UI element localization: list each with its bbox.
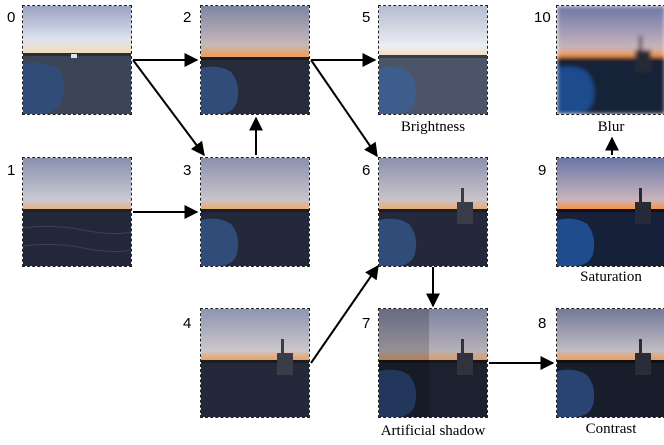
node-label-2: 2: [183, 9, 192, 26]
image-tile-9: [556, 157, 664, 267]
image-tile-0: [22, 5, 132, 115]
node-label-7: 7: [362, 315, 371, 332]
photo-5: [379, 6, 487, 114]
caption-contrast: Contrast: [585, 421, 637, 437]
node-label-3: 3: [183, 162, 192, 179]
caption-saturation: Saturation: [580, 269, 642, 285]
node-label-10: 10: [534, 9, 551, 26]
image-tile-6: [378, 157, 488, 267]
node-label-5: 5: [362, 9, 371, 26]
caption-artificial-shadow: Artificial shadow: [380, 423, 486, 439]
photo-9: [557, 158, 664, 266]
photo-1: [23, 158, 131, 266]
node-label-0: 0: [7, 9, 16, 26]
node-label-1: 1: [7, 162, 16, 179]
edge-0-3: [132, 59, 205, 157]
edge-layer: [132, 53, 619, 370]
image-tile-5: [378, 5, 488, 115]
caption-blur: Blur: [597, 119, 625, 135]
photo-0: [23, 6, 131, 114]
photo-7: [379, 309, 487, 417]
photo-8: [557, 309, 664, 417]
image-tile-4: [200, 308, 310, 418]
image-tile-1: [22, 157, 132, 267]
photo-4: [201, 309, 309, 417]
caption-brightness: Brightness: [400, 119, 466, 135]
edge-4-6: [310, 264, 379, 364]
edge-2-6: [310, 59, 378, 158]
image-tile-10: [556, 5, 664, 115]
photo-10: [557, 6, 664, 114]
node-label-8: 8: [538, 315, 547, 332]
photo-2: [201, 6, 309, 114]
node-label-9: 9: [538, 162, 547, 179]
image-tile-3: [200, 157, 310, 267]
node-label-6: 6: [362, 162, 371, 179]
image-tile-2: [200, 5, 310, 115]
image-tile-7: [378, 308, 488, 418]
image-tile-8: [556, 308, 664, 418]
node-label-4: 4: [183, 315, 192, 332]
photo-3: [201, 158, 309, 266]
photo-6: [379, 158, 487, 266]
